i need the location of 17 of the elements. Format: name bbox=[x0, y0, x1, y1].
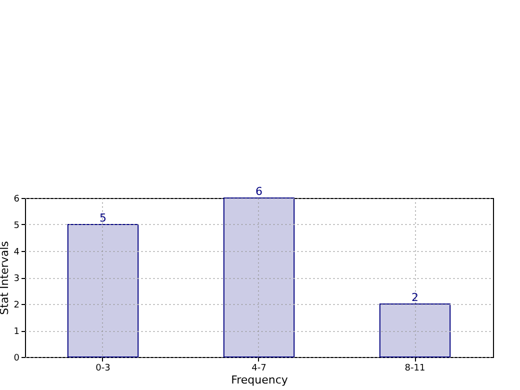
y-tick-label: 3 bbox=[14, 274, 20, 284]
y-tick-label: 6 bbox=[14, 194, 20, 204]
bar bbox=[67, 224, 139, 358]
y-tick-label: 0 bbox=[14, 354, 20, 364]
x-tick-label: 0-3 bbox=[96, 364, 110, 374]
x-tick-label: 8-11 bbox=[404, 364, 426, 374]
y-tick-label: 2 bbox=[14, 300, 20, 310]
x-tick-label: 4-7 bbox=[252, 364, 266, 374]
bar bbox=[379, 304, 451, 358]
bar bbox=[223, 198, 295, 358]
y-tick-label: 1 bbox=[14, 327, 20, 337]
x-axis-title: Frequency bbox=[231, 374, 288, 386]
data-label: 2 bbox=[412, 291, 418, 304]
data-label: 5 bbox=[100, 212, 106, 224]
data-label: 6 bbox=[256, 185, 262, 198]
y-tick-label: 5 bbox=[14, 221, 20, 231]
y-tick-label: 4 bbox=[14, 248, 20, 258]
